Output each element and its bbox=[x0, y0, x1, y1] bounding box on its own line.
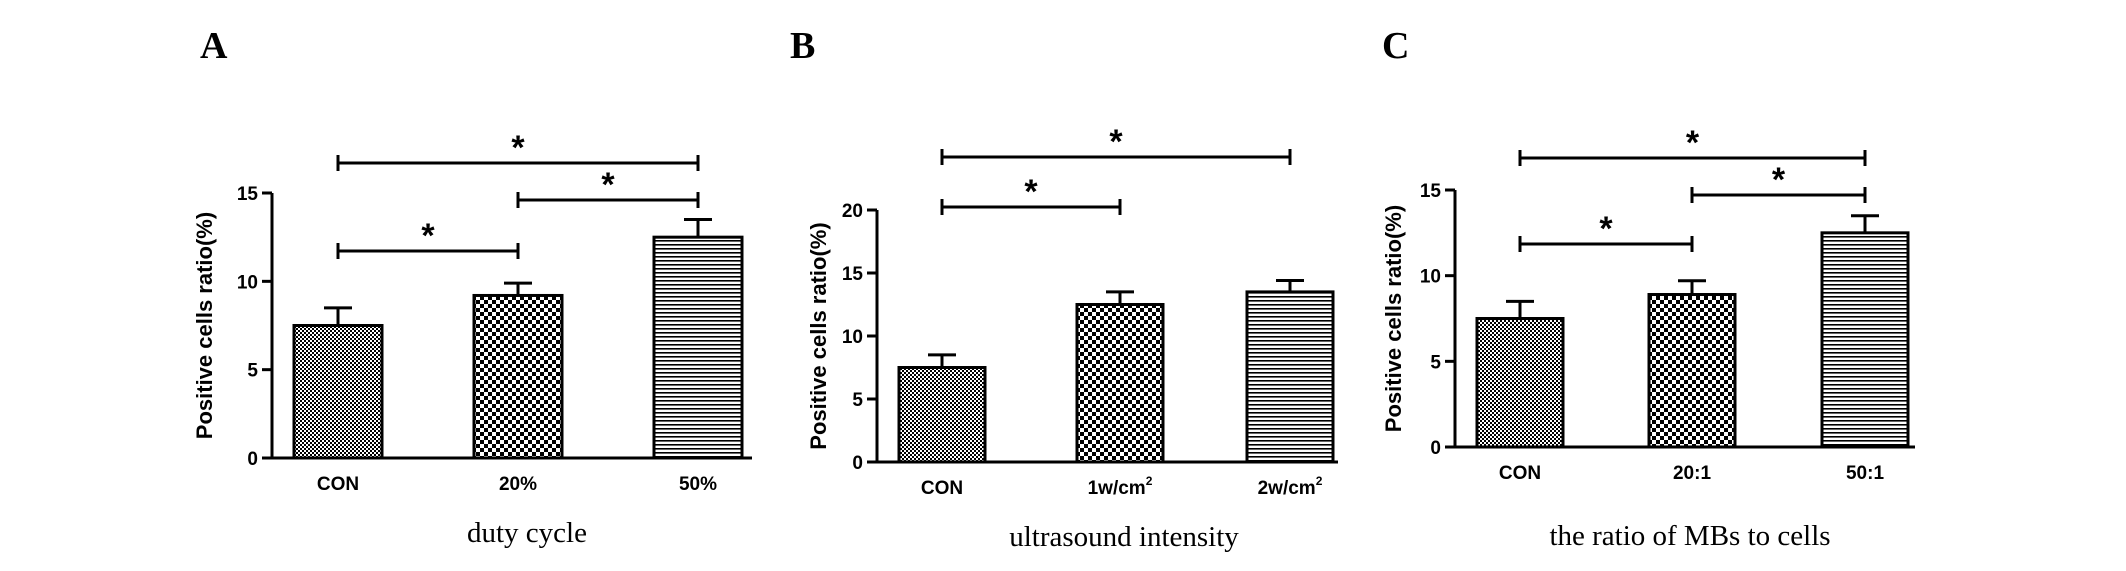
x-tick-superscript: 2 bbox=[1316, 474, 1323, 488]
y-tick-label: 0 bbox=[1430, 438, 1441, 459]
significance-star: * bbox=[421, 217, 435, 255]
y-tick-label: 5 bbox=[247, 361, 258, 382]
x-tick-label: 1w/cm2 bbox=[1088, 474, 1153, 499]
bar bbox=[292, 324, 384, 460]
x-tick-label: 20:1 bbox=[1673, 463, 1711, 484]
y-tick-label: 15 bbox=[842, 264, 864, 285]
significance-star: * bbox=[511, 129, 525, 167]
y-tick-label: 5 bbox=[852, 390, 863, 411]
y-tick-label: 15 bbox=[1420, 181, 1442, 202]
x-tick-superscript: 2 bbox=[1146, 474, 1153, 488]
panel-a: A 0 5 10 15 Positive cells ratio(%) CON 20% 50% *… bbox=[192, 25, 752, 549]
bar bbox=[1075, 303, 1165, 464]
x-tick-label: CON bbox=[317, 474, 359, 495]
bar bbox=[1647, 293, 1737, 449]
x-axis-label: duty cycle bbox=[467, 517, 587, 549]
bar bbox=[652, 235, 744, 460]
significance-star: * bbox=[1686, 124, 1700, 162]
significance-star: * bbox=[1772, 161, 1786, 199]
y-tick-label: 0 bbox=[852, 453, 863, 474]
panel-letter: C bbox=[1382, 25, 1409, 67]
y-tick-label: 0 bbox=[247, 449, 258, 470]
panel-b: B 0 5 10 15 20 Positive cells ratio(%) CON 1w/cm… bbox=[790, 25, 1338, 553]
panel-c: C 0 5 10 15 Positive cells ratio(%) CON 20:1 50:… bbox=[1381, 25, 1915, 552]
x-tick-label: 50:1 bbox=[1846, 463, 1884, 484]
bar bbox=[897, 366, 987, 464]
x-tick-label: 2w/cm2 bbox=[1258, 474, 1323, 499]
y-axis-label: Positive cells ratio(%) bbox=[1381, 205, 1406, 432]
y-tick-label: 10 bbox=[842, 327, 863, 348]
y-axis-label: Positive cells ratio(%) bbox=[192, 212, 217, 439]
x-tick-label: CON bbox=[1499, 463, 1541, 484]
x-tick-label: 50% bbox=[679, 474, 717, 495]
significance-star: * bbox=[601, 166, 615, 204]
significance-star: * bbox=[1024, 173, 1038, 211]
y-tick-label: 10 bbox=[1420, 267, 1441, 288]
x-tick-label: 20% bbox=[499, 474, 537, 495]
significance-star: * bbox=[1599, 210, 1613, 248]
bar bbox=[472, 293, 564, 460]
panel-letter: A bbox=[200, 25, 228, 67]
y-tick-label: 15 bbox=[237, 184, 259, 205]
y-tick-label: 10 bbox=[237, 272, 258, 293]
y-axis-label: Positive cells ratio(%) bbox=[806, 222, 831, 449]
significance-star: * bbox=[1109, 123, 1123, 161]
x-axis-label: ultrasound intensity bbox=[1009, 521, 1239, 553]
bar bbox=[1245, 290, 1335, 464]
y-tick-label: 20 bbox=[842, 201, 863, 222]
bar bbox=[1475, 317, 1565, 449]
x-tick-label: CON bbox=[921, 478, 963, 499]
y-tick-label: 5 bbox=[1430, 352, 1441, 373]
bar bbox=[1820, 231, 1910, 449]
panel-letter: B bbox=[790, 25, 815, 67]
x-axis-label: the ratio of MBs to cells bbox=[1549, 520, 1830, 552]
